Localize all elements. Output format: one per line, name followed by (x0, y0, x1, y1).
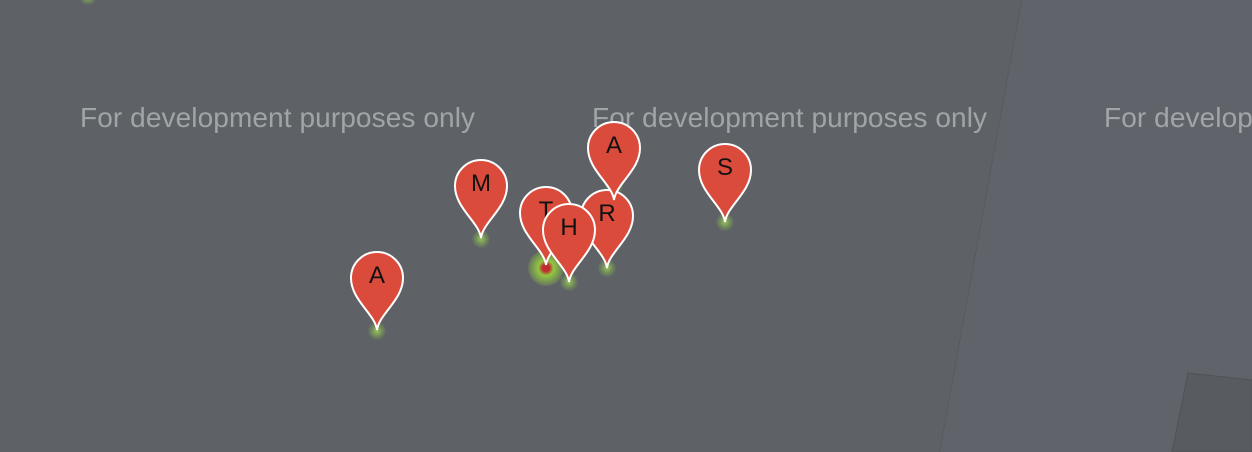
map-marker[interactable]: M (453, 156, 509, 240)
map-marker[interactable]: A (586, 118, 642, 202)
heatmap-point (472, 230, 490, 248)
map-marker[interactable]: A (349, 248, 405, 332)
marker-label: R (598, 200, 616, 227)
map-pin-icon (586, 121, 642, 201)
map-pin-icon (541, 203, 597, 283)
map-pin-icon (349, 251, 405, 331)
heatmap-point (79, 0, 97, 5)
marker-label: S (716, 154, 733, 181)
marker-label: H (560, 214, 578, 241)
map-marker[interactable]: H (541, 200, 597, 284)
map-pin-icon (697, 143, 753, 223)
map-pin-icon (453, 159, 509, 239)
map-marker[interactable]: S (697, 140, 753, 224)
heatmap-point (368, 322, 386, 340)
marker-label: A (605, 132, 622, 159)
marker-label: A (368, 262, 385, 289)
marker-label: M (471, 170, 491, 197)
